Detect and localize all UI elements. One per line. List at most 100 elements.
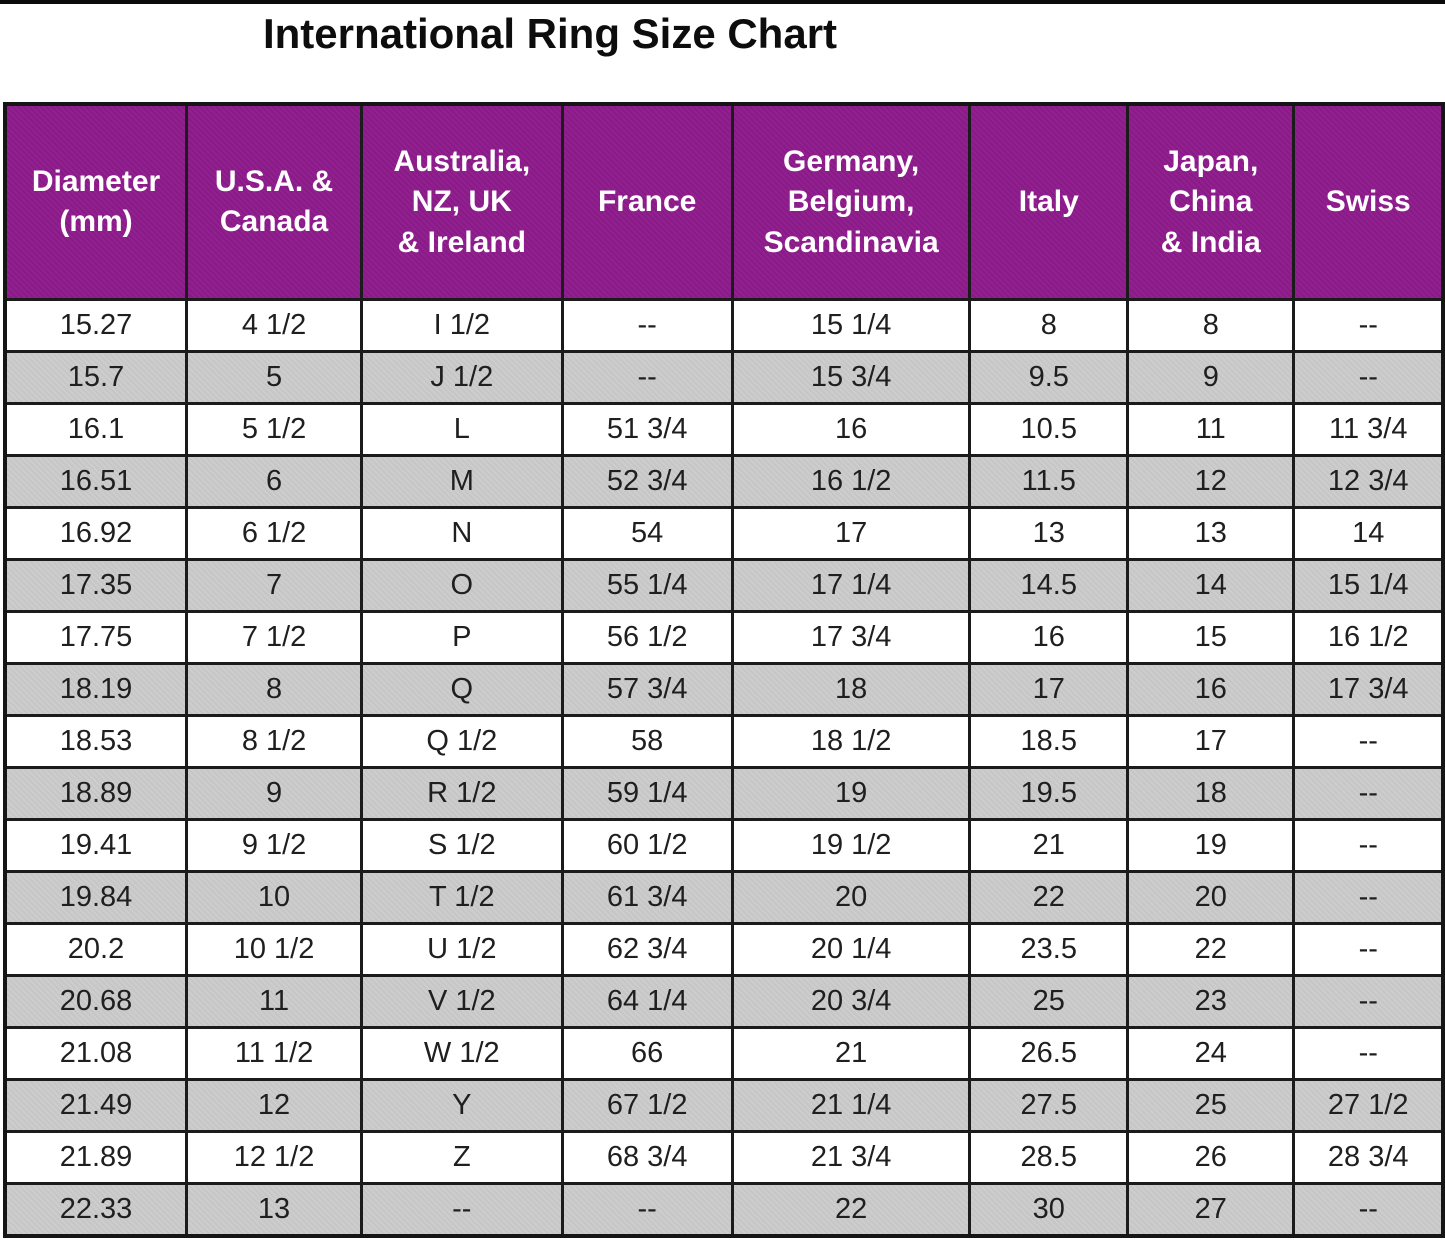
table-cell: 12 xyxy=(1126,454,1296,510)
table-cell: -- xyxy=(1292,714,1445,770)
table-cell: 21 xyxy=(730,1026,972,1082)
table-cell: 21.89 xyxy=(3,1130,189,1186)
table-cell: 5 xyxy=(185,350,364,406)
table-cell: 19.84 xyxy=(3,870,189,926)
table-cell: 4 1/2 xyxy=(185,298,364,354)
table-cell: 17.75 xyxy=(3,610,189,666)
table-cell: J 1/2 xyxy=(360,350,564,406)
table-cell: S 1/2 xyxy=(360,818,564,874)
table-cell: 28.5 xyxy=(968,1130,1130,1186)
table-cell: 8 1/2 xyxy=(185,714,364,770)
table-row: 21.49 12 Y 67 1/2 21 1/4 27.5 25 27 1/2 xyxy=(3,1078,1445,1134)
table-cell: 55 1/4 xyxy=(560,558,734,614)
table-row: 16.92 6 1/2 N 54 17 13 13 14 xyxy=(3,506,1445,562)
table-cell: I 1/2 xyxy=(360,298,564,354)
table-cell: 17 3/4 xyxy=(730,610,972,666)
table-cell: 11.5 xyxy=(968,454,1130,510)
table-cell: 14 xyxy=(1126,558,1296,614)
table-row: 18.53 8 1/2 Q 1/2 58 18 1/2 18.5 17 -- xyxy=(3,714,1445,770)
table-cell: L xyxy=(360,402,564,458)
table-cell: 16 xyxy=(968,610,1130,666)
table-cell: 20 xyxy=(730,870,972,926)
table-cell: 9 xyxy=(1126,350,1296,406)
table-row: 15.7 5 J 1/2 -- 15 3/4 9.5 9 -- xyxy=(3,350,1445,406)
table-cell: 56 1/2 xyxy=(560,610,734,666)
table-cell: 12 1/2 xyxy=(185,1130,364,1186)
table-cell: 25 xyxy=(1126,1078,1296,1134)
table-cell: 12 xyxy=(185,1078,364,1134)
table-cell: 11 xyxy=(185,974,364,1030)
table-cell: 17 3/4 xyxy=(1292,662,1445,718)
table-cell: 22.33 xyxy=(3,1182,189,1238)
table-header-row: Diameter (mm) U.S.A. & Canada Australia, N… xyxy=(3,102,1445,302)
column-header-japan-china-india: Japan, China & India xyxy=(1126,102,1296,302)
table-cell: -- xyxy=(560,298,734,354)
column-header-diameter-mm: Diameter (mm) xyxy=(3,102,189,302)
table-cell: 18.5 xyxy=(968,714,1130,770)
table-cell: 58 xyxy=(560,714,734,770)
table-cell: T 1/2 xyxy=(360,870,564,926)
table-cell: 9 xyxy=(185,766,364,822)
column-header-swiss: Swiss xyxy=(1292,102,1445,302)
table-cell: 9.5 xyxy=(968,350,1130,406)
table-cell: -- xyxy=(560,350,734,406)
table-cell: 8 xyxy=(185,662,364,718)
table-cell: -- xyxy=(1292,922,1445,978)
table-cell: 19 xyxy=(1126,818,1296,874)
table-cell: -- xyxy=(1292,974,1445,1030)
table-cell: 13 xyxy=(1126,506,1296,562)
table-cell: N xyxy=(360,506,564,562)
table-cell: 16 xyxy=(730,402,972,458)
table-cell: 30 xyxy=(968,1182,1130,1238)
table-cell: -- xyxy=(1292,870,1445,926)
table-cell: 8 xyxy=(968,298,1130,354)
table-cell: 16.92 xyxy=(3,506,189,562)
table-cell: 17 xyxy=(1126,714,1296,770)
table-row: 19.84 10 T 1/2 61 3/4 20 22 20 -- xyxy=(3,870,1445,926)
table-cell: 20 1/4 xyxy=(730,922,972,978)
table-cell: 16 1/2 xyxy=(730,454,972,510)
table-cell: P xyxy=(360,610,564,666)
table-cell: 16 xyxy=(1126,662,1296,718)
table-row: 20.68 11 V 1/2 64 1/4 20 3/4 25 23 -- xyxy=(3,974,1445,1030)
table-cell: Q 1/2 xyxy=(360,714,564,770)
table-cell: Q xyxy=(360,662,564,718)
table-cell: 22 xyxy=(1126,922,1296,978)
table-cell: R 1/2 xyxy=(360,766,564,822)
table-cell: 51 3/4 xyxy=(560,402,734,458)
table-cell: 18.89 xyxy=(3,766,189,822)
table-cell: 21.08 xyxy=(3,1026,189,1082)
table-cell: 15 1/4 xyxy=(730,298,972,354)
table-cell: 11 1/2 xyxy=(185,1026,364,1082)
table-cell: -- xyxy=(1292,1182,1445,1238)
table-cell: 22 xyxy=(968,870,1130,926)
table-cell: 10 1/2 xyxy=(185,922,364,978)
table-cell: 27 xyxy=(1126,1182,1296,1238)
table-cell: 23 xyxy=(1126,974,1296,1030)
table-cell: 15.27 xyxy=(3,298,189,354)
table-cell: 20.68 xyxy=(3,974,189,1030)
table-row: 19.41 9 1/2 S 1/2 60 1/2 19 1/2 21 19 -- xyxy=(3,818,1445,874)
table-cell: 11 xyxy=(1126,402,1296,458)
table-body: 15.27 4 1/2 I 1/2 -- 15 1/4 8 8 -- 15.7 5 J 1/2 -- 1… xyxy=(3,298,1445,1238)
table-cell: 13 xyxy=(968,506,1130,562)
table-cell: 21.49 xyxy=(3,1078,189,1134)
table-cell: 17 1/4 xyxy=(730,558,972,614)
table-cell: 21 3/4 xyxy=(730,1130,972,1186)
table-cell: -- xyxy=(1292,818,1445,874)
table-cell: V 1/2 xyxy=(360,974,564,1030)
column-header-france: France xyxy=(560,102,734,302)
table-cell: -- xyxy=(360,1182,564,1238)
table-cell: M xyxy=(360,454,564,510)
column-header-usa-canada: U.S.A. & Canada xyxy=(185,102,364,302)
table-row: 16.1 5 1/2 L 51 3/4 16 10.5 11 11 3/4 xyxy=(3,402,1445,458)
table-cell: 20 3/4 xyxy=(730,974,972,1030)
table-cell: 15 3/4 xyxy=(730,350,972,406)
table-row: 18.19 8 Q 57 3/4 18 17 16 17 3/4 xyxy=(3,662,1445,718)
table-cell: 66 xyxy=(560,1026,734,1082)
page-title: International Ring Size Chart xyxy=(262,10,838,57)
table-cell: 15 xyxy=(1126,610,1296,666)
table-row: 22.33 13 -- -- 22 30 27 -- xyxy=(3,1182,1445,1238)
table-cell: 6 xyxy=(185,454,364,510)
table-cell: 68 3/4 xyxy=(560,1130,734,1186)
